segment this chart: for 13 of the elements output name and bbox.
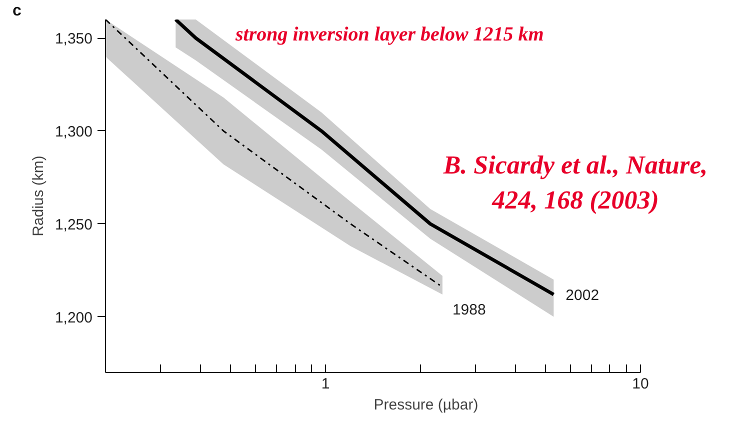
y-tick-label: 1,250 — [54, 216, 93, 234]
text: c — [12, 2, 22, 20]
chart-title: strong inversion layer below 1215 km — [234, 24, 544, 46]
y-tick-label: 1,300 — [54, 123, 93, 140]
y-tick-label: 1,200 — [54, 309, 93, 326]
series-label: 1988 — [452, 302, 486, 319]
x-tick-label: 10 — [632, 376, 649, 392]
y-axis-title: Radius (km) — [30, 156, 47, 236]
series-label: 2002 — [566, 286, 600, 304]
x-tick-label: 1 — [321, 376, 330, 392]
y-tick-label: 1,350 — [54, 30, 93, 48]
x-axis-title: Pressure (µbar) — [374, 396, 478, 414]
annotation: B. Sicardy et al., Nature, 424, 168 (2003) — [442, 150, 708, 214]
